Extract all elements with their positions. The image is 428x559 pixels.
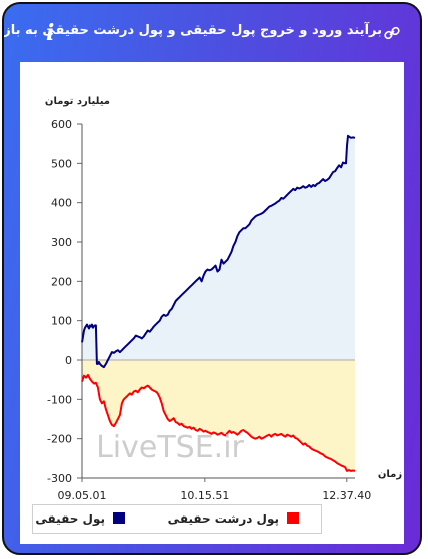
x-tick-label: 12.37.40 xyxy=(322,489,371,502)
series-area-0 xyxy=(82,135,355,368)
legend-label: پول درشت حقیقی xyxy=(167,512,279,526)
y-tick-label: 200 xyxy=(51,275,72,288)
legend-item-big-real-money[interactable]: پول درشت حقیقی xyxy=(168,512,299,526)
y-tick-label: -100 xyxy=(47,393,72,406)
y-tick-label: -200 xyxy=(47,433,72,446)
y-tick-label: 0 xyxy=(65,354,72,367)
x-tick-label: 09.05.01 xyxy=(58,489,107,502)
chart: میلیارد تومان زمان 600 500 400 300 200 100 0 -1… xyxy=(45,96,402,502)
y-tick-label: 500 xyxy=(51,157,72,170)
y-tick-label: 400 xyxy=(51,197,72,210)
legend: پول حقیقی پول درشت حقیقی xyxy=(32,504,322,534)
watermark: LiveTSE.ir xyxy=(96,430,244,465)
y-tick-label: 600 xyxy=(51,118,72,131)
x-axis-label: زمان xyxy=(378,469,402,480)
chart-panel: میلیارد تومان زمان 600 500 400 300 200 100 0 -1… xyxy=(20,62,404,544)
x-tick-label: 10.15.51 xyxy=(180,489,229,502)
chart-title: برآیند ورود و خروج پول حقیقی و پول درشت … xyxy=(2,23,382,38)
card-header: برآیند ورود و خروج پول حقیقی و پول درشت … xyxy=(4,4,420,62)
chart-card: برآیند ورود و خروج پول حقیقی و پول درشت … xyxy=(2,2,422,555)
series-line-1[interactable] xyxy=(81,373,356,472)
y-tick-label: -300 xyxy=(47,472,72,485)
legend-item-real-money[interactable]: پول حقیقی xyxy=(35,512,125,526)
series-line-0[interactable] xyxy=(81,134,356,369)
y-tick-label: 100 xyxy=(51,315,72,328)
y-tick-label: 300 xyxy=(51,236,72,249)
y-axis-label: میلیارد تومان xyxy=(45,96,110,107)
legend-label: پول حقیقی xyxy=(35,512,105,526)
legend-swatch xyxy=(113,512,125,524)
link-icon[interactable] xyxy=(384,26,400,40)
legend-swatch xyxy=(287,512,299,524)
info-icon[interactable]: i xyxy=(46,20,55,46)
